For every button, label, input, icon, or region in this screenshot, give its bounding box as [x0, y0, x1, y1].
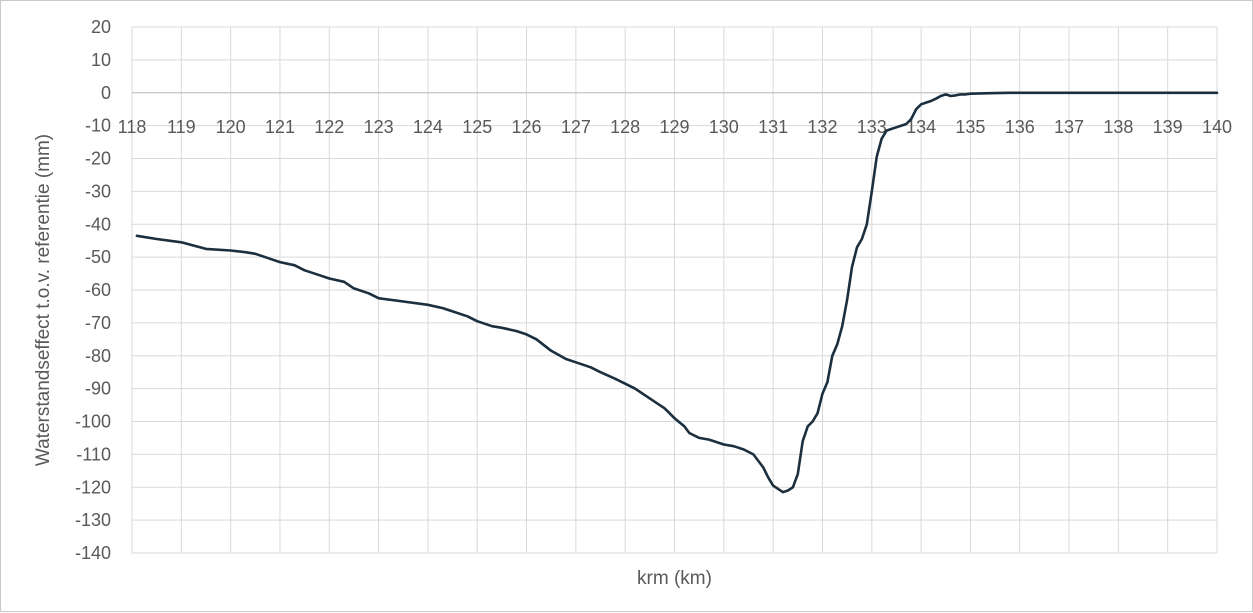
x-tick-label: 135 [955, 117, 985, 137]
x-axis-title: krm (km) [637, 568, 712, 589]
y-tick-label: 0 [101, 83, 111, 103]
x-tick-label: 130 [709, 117, 739, 137]
x-tick-label: 138 [1103, 117, 1133, 137]
y-tick-label: 20 [91, 17, 111, 37]
x-tick-label: 128 [610, 117, 640, 137]
x-tick-label: 137 [1054, 117, 1084, 137]
y-axis-title: Waterstandseffect t.o.v. referentie (mm) [33, 134, 54, 466]
y-tick-label: -30 [85, 181, 111, 201]
y-tick-label: -140 [75, 543, 111, 563]
x-tick-label: 121 [265, 117, 295, 137]
y-tick-label: -20 [85, 149, 111, 169]
y-tick-label: -90 [85, 379, 111, 399]
y-tick-label: 10 [91, 50, 111, 70]
y-tick-label: -120 [75, 477, 111, 497]
series-line-0 [135, 91, 1219, 494]
x-tick-label: 125 [462, 117, 492, 137]
y-axis-ticks: 20 10 0 -10 -20 -30 -40 -50 -60 -70 -80 -90 -100 -110… [75, 17, 111, 563]
y-tick-label: -130 [75, 510, 111, 530]
x-tick-label: 118 [118, 117, 147, 137]
x-tick-label: 119 [167, 117, 196, 137]
y-tick-label: -40 [85, 214, 111, 234]
y-tick-label: -80 [85, 346, 111, 366]
series-layer [135, 91, 1219, 494]
x-tick-label: 136 [1005, 117, 1035, 137]
x-tick-label: 132 [807, 117, 837, 137]
x-tick-label: 122 [314, 117, 344, 137]
y-tick-label: -70 [85, 313, 111, 333]
x-tick-label: 127 [561, 117, 591, 137]
x-tick-label: 129 [659, 117, 689, 137]
y-tick-label: -50 [85, 247, 111, 267]
y-tick-label: -110 [76, 444, 111, 464]
y-tick-label: -60 [85, 280, 111, 300]
x-axis-ticks: 118 119 120 121 122 123 124 125 126 127 128 129 130 1… [118, 117, 1232, 137]
x-tick-label: 124 [413, 117, 443, 137]
x-tick-label: 120 [216, 117, 246, 137]
x-tick-label: 123 [364, 117, 394, 137]
x-tick-label: 139 [1153, 117, 1183, 137]
gridlines [131, 26, 1218, 554]
x-tick-label: 131 [758, 117, 788, 137]
x-tick-label: 133 [857, 117, 887, 137]
y-tick-label: -100 [75, 412, 111, 432]
x-tick-label: 140 [1202, 117, 1232, 137]
x-tick-label: 134 [906, 117, 936, 137]
x-tick-label: 126 [512, 117, 542, 137]
y-tick-label: -10 [85, 116, 111, 136]
